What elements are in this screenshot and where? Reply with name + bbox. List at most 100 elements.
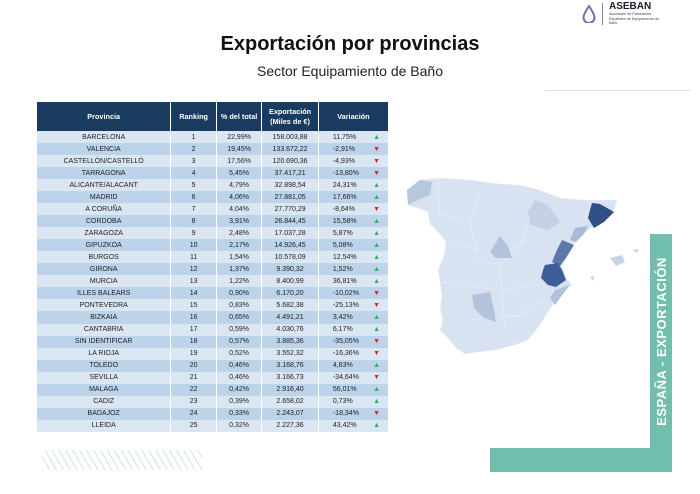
cell-provincia: GIPUZKOA [37, 239, 172, 252]
cell-provincia: SIN IDENTIFICAR [37, 335, 172, 348]
cell-ranking: 24 [170, 407, 217, 420]
table-row: GIRONA 12 1,37% 9.390,32 ▲ 1,52% [37, 263, 388, 276]
cell-percent: 0,57% [216, 335, 263, 348]
arrow-up-icon: ▲ [373, 362, 380, 370]
table-row: BARCELONA 1 22,99% 158.003,88 ▲ 11,75% [37, 131, 388, 144]
cell-provincia: CORDOBA [37, 215, 172, 228]
cell-ranking: 6 [170, 191, 217, 204]
cell-provincia: CANTABRIA [37, 323, 172, 336]
cell-variacion: ▲ 43,42% [318, 420, 388, 432]
arrow-up-icon: ▲ [373, 133, 380, 141]
arrow-up-icon: ▲ [373, 241, 380, 249]
cell-variacion: ▲ 5,08% [318, 239, 388, 251]
table-row: MADRID 6 4,06% 27.881,05 ▲ 17,66% [37, 191, 388, 204]
cell-variacion: ▼ -10,02% [318, 287, 388, 299]
cell-percent: 0,65% [216, 311, 263, 324]
cell-ranking: 8 [170, 215, 217, 228]
table-row: CANTABRIA 17 0,59% 4.030,76 ▲ 6,17% [37, 323, 388, 336]
variation-value: 36,81% [332, 277, 357, 285]
cell-percent: 1,22% [216, 275, 263, 288]
table-row: ZARAGOZA 9 2,48% 17.037,28 ▲ 5,87% [37, 227, 388, 240]
map-tarragona [570, 226, 588, 242]
table-row: A CORUÑA 7 4,04% 27.770,29 ▼ -8,64% [37, 203, 388, 216]
cell-ranking: 23 [170, 395, 217, 408]
cell-exportacion: 3.885,36 [261, 335, 319, 348]
cell-variacion: ▲ 0,73% [318, 396, 388, 408]
aseban-logo: ASEBAN Asociación de Fabricantes Español… [582, 2, 667, 26]
variation-value: -34,64% [332, 374, 359, 382]
arrow-up-icon: ▲ [373, 398, 380, 406]
cell-exportacion: 133.672,22 [261, 143, 319, 156]
cell-ranking: 14 [170, 287, 217, 300]
cell-provincia: ILLES BALEARS [37, 287, 172, 300]
arrow-down-icon: ▼ [373, 157, 380, 165]
table-row: GIPUZKOA 10 2,17% 14.926,45 ▲ 5,08% [37, 239, 388, 252]
cell-provincia: MALAGA [37, 383, 172, 396]
cell-variacion: ▲ 56,01% [318, 384, 388, 396]
cell-provincia: ZARAGOZA [37, 227, 172, 240]
side-label: ESPAÑA - EXPORTACIÓN [653, 256, 669, 426]
cell-ranking: 10 [170, 239, 217, 252]
cell-exportacion: 6.170,20 [261, 287, 319, 300]
table-row: ALICANTE/ALACANT 5 4,79% 32.898,54 ▲ 24,31% [37, 179, 388, 192]
cell-ranking: 18 [170, 335, 217, 348]
cell-exportacion: 8.400,99 [261, 275, 319, 288]
cell-exportacion: 3.552,32 [261, 347, 319, 360]
cell-percent: 0,59% [216, 323, 263, 336]
map-valencia [541, 263, 566, 287]
cell-exportacion: 3.168,76 [261, 359, 319, 372]
cell-variacion: ▼ -16,36% [318, 348, 388, 360]
spain-map [406, 177, 638, 355]
teal-bar-vertical [650, 234, 672, 472]
cell-provincia: BADAJOZ [37, 407, 172, 420]
cell-provincia: CASTELLÓN/CASTELLÓ [37, 155, 172, 168]
variation-value: 15,58% [332, 217, 357, 225]
cell-ranking: 22 [170, 383, 217, 396]
variation-value: -8,64% [332, 205, 356, 213]
provinces-table: Provincia Ranking % del total Exportació… [37, 102, 388, 432]
cell-percent: 0,42% [216, 383, 263, 396]
col-exportacion: Exportación (Miles de €) [261, 102, 319, 131]
map-cordoba [472, 292, 496, 322]
map-alicante [550, 285, 570, 305]
map-spain-base [406, 177, 618, 355]
cell-exportacion: 17.037,28 [261, 227, 319, 240]
cell-variacion: ▲ 5,87% [318, 227, 388, 239]
map-barcelona [588, 203, 614, 228]
cell-ranking: 4 [170, 167, 217, 180]
cell-percent: 0,83% [216, 299, 263, 312]
variation-value: 5,87% [332, 229, 353, 237]
cell-percent: 0,46% [216, 359, 263, 372]
cell-exportacion: 2.243,07 [261, 407, 319, 420]
arrow-down-icon: ▼ [373, 169, 380, 177]
cell-variacion: ▼ -34,64% [318, 372, 388, 384]
cell-provincia: A CORUÑA [37, 203, 172, 216]
header-divider [545, 90, 690, 91]
cell-ranking: 25 [170, 419, 217, 432]
map-zaragoza [528, 200, 560, 230]
arrow-down-icon: ▼ [373, 145, 380, 153]
cell-percent: 17,56% [216, 155, 263, 168]
arrow-up-icon: ▲ [373, 386, 380, 394]
cell-percent: 4,06% [216, 191, 263, 204]
cell-provincia: MADRID [37, 191, 172, 204]
cell-provincia: TARRAGONA [37, 167, 172, 180]
arrow-up-icon: ▲ [373, 265, 380, 273]
variation-value: -2,91% [332, 145, 356, 153]
cell-provincia: BIZKAIA [37, 311, 172, 324]
cell-variacion: ▼ -18,34% [318, 408, 388, 420]
cell-variacion: ▲ 1,52% [318, 263, 388, 275]
table-row: VALENCIA 2 19,45% 133.672,22 ▼ -2,91% [37, 143, 388, 156]
arrow-up-icon: ▲ [373, 326, 380, 334]
arrow-down-icon: ▼ [373, 301, 380, 309]
cell-provincia: ALICANTE/ALACANT [37, 179, 172, 192]
arrow-up-icon: ▲ [373, 181, 380, 189]
cell-ranking: 13 [170, 275, 217, 288]
cell-percent: 0,39% [216, 395, 263, 408]
cell-exportacion: 37.417,21 [261, 167, 319, 180]
cell-percent: 19,45% [216, 143, 263, 156]
arrow-up-icon: ▲ [373, 217, 380, 225]
cell-ranking: 12 [170, 263, 217, 276]
arrow-up-icon: ▲ [373, 313, 380, 321]
cell-provincia: LA RIOJA [37, 347, 172, 360]
